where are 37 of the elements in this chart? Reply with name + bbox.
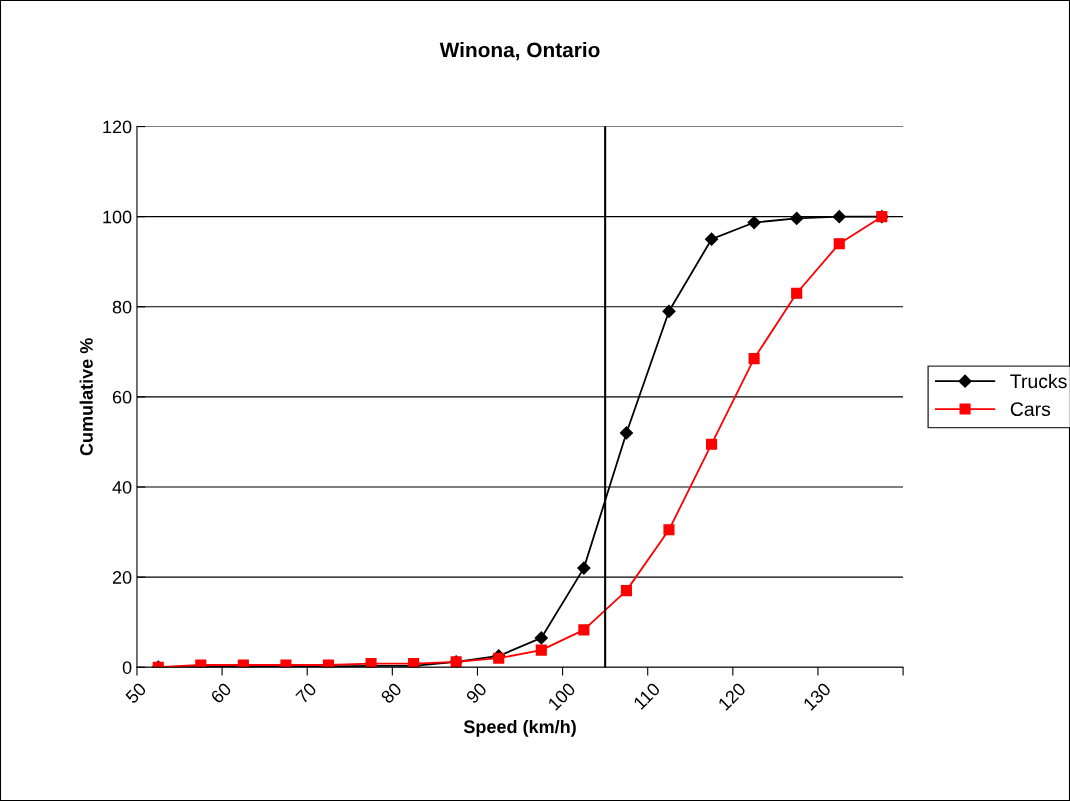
point: [832, 210, 846, 224]
x-tick-label: 70: [295, 681, 318, 705]
y-tick-label: 0: [122, 661, 132, 674]
point: [791, 287, 803, 299]
x-tick-label: 60: [210, 681, 233, 705]
point: [705, 438, 718, 450]
legend-label: Cars: [1010, 402, 1051, 417]
point: [663, 524, 675, 536]
point: [790, 211, 804, 226]
legend-label: Trucks: [1010, 373, 1067, 389]
x-tick-label: 50: [124, 681, 147, 705]
y-tick-label: 20: [112, 571, 132, 584]
y-tick-label: 80: [112, 300, 132, 314]
y-tick-label: 60: [112, 390, 132, 404]
point: [833, 238, 845, 250]
point: [578, 624, 590, 636]
x-tick-label: 80: [380, 681, 403, 705]
y-tick-label: 120: [103, 120, 132, 134]
chart-title: Winona, Ontario: [439, 42, 600, 61]
point: [747, 215, 761, 230]
y-axis-title: Cumulative %: [79, 338, 93, 456]
point: [662, 304, 676, 318]
x-tick-label: 130: [802, 681, 832, 711]
point: [620, 585, 632, 597]
point: [534, 631, 548, 645]
x-tick-label: 110: [632, 681, 661, 710]
point: [535, 644, 547, 656]
x-tick-label: 90: [465, 681, 488, 705]
y-tick-label: 40: [112, 480, 132, 494]
x-axis-title: Speed (km/h): [463, 719, 576, 737]
x-tick-label: 120: [717, 681, 747, 711]
point: [577, 561, 591, 575]
x-tick-label: 100: [547, 681, 577, 711]
point: [704, 232, 719, 246]
point: [619, 426, 634, 440]
point: [748, 353, 760, 365]
y-tick-label: 100: [103, 210, 132, 224]
